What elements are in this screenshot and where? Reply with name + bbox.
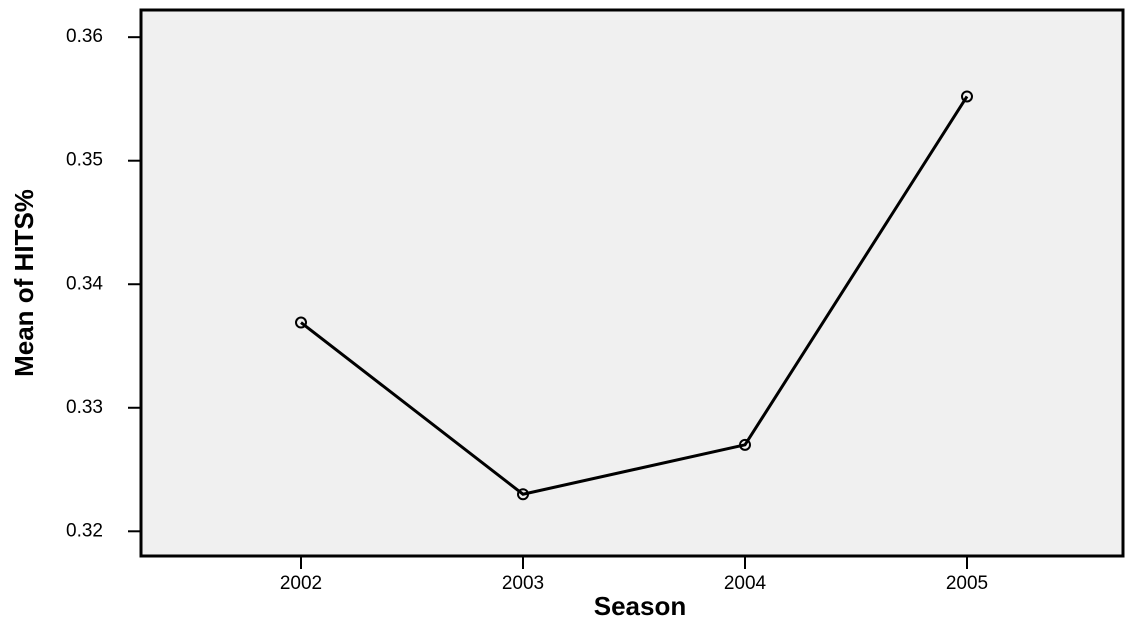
y-tick-label: 0.32 <box>66 520 103 541</box>
y-tick-label: 0.33 <box>66 397 103 418</box>
y-tick-label: 0.36 <box>66 26 103 47</box>
x-tick-label: 2003 <box>502 573 544 594</box>
x-tick-label: 2002 <box>280 573 322 594</box>
data-point <box>961 90 973 103</box>
x-axis-title: Season <box>594 591 687 621</box>
y-tick-label: 0.34 <box>66 273 103 294</box>
data-line <box>300 95 969 496</box>
y-axis-title: Mean of HITS% <box>9 189 39 377</box>
x-tick-label: 2004 <box>724 573 767 594</box>
data-point <box>295 316 307 329</box>
data-point <box>517 488 529 501</box>
x-tick-label: 2005 <box>946 573 988 594</box>
plot-area <box>139 8 1125 558</box>
y-tick-label: 0.35 <box>66 150 103 171</box>
data-point <box>739 438 751 451</box>
